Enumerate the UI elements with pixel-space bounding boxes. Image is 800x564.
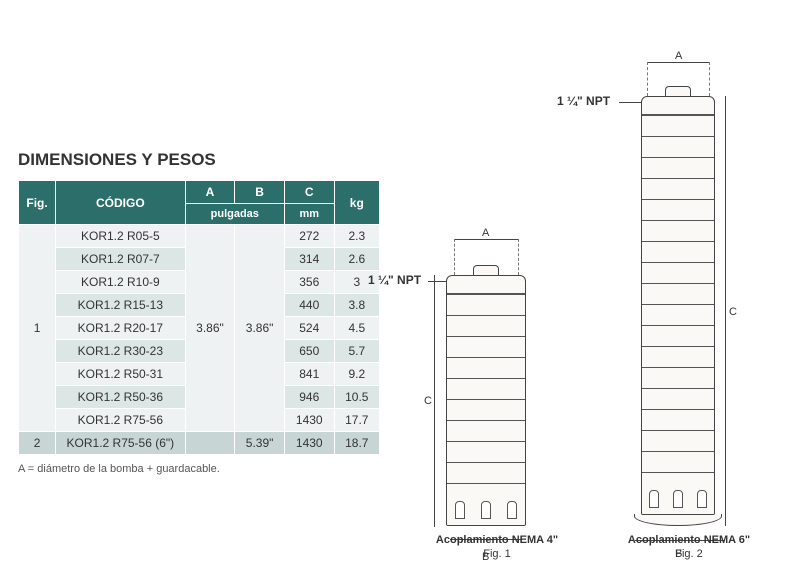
pump-fig-2: 1 ¼" NPT A C B	[641, 96, 715, 526]
cell-fig2: 2	[19, 432, 56, 455]
cell-a	[185, 432, 235, 455]
fig-label: Fig. 1	[422, 548, 572, 560]
th-fig: Fig.	[19, 181, 56, 225]
pump-cap	[473, 265, 499, 275]
dim-line	[725, 96, 726, 526]
table-row: 1 KOR1.2 R05-5 3.86" 3.86" 272 2.3	[19, 225, 380, 248]
dim-line	[454, 239, 518, 240]
footnote: A = diámetro de la bomba + guardacable.	[18, 463, 418, 475]
caption-1: Acoplamiento NEMA 4" Fig. 1	[422, 534, 572, 560]
cell-fig1: 1	[19, 225, 56, 432]
pump-body	[641, 96, 715, 515]
cell-code: KOR1.2 R30-23	[56, 340, 186, 363]
cell-code: KOR1.2 R50-31	[56, 363, 186, 386]
cell-c: 841	[284, 363, 334, 386]
dim-c: C	[424, 395, 432, 407]
cell-kg: 3.8	[334, 294, 379, 317]
dim-a: A	[482, 227, 489, 239]
cell-kg: 17.7	[334, 409, 379, 432]
pump-fig-1: 1 ¼" NPT A C B	[446, 275, 526, 526]
table-row: 2 KOR1.2 R75-56 (6") 5.39" 1430 18.7	[19, 432, 380, 455]
cell-kg: 2.3	[334, 225, 379, 248]
pump-body	[446, 275, 526, 526]
dim-line	[434, 275, 435, 527]
th-b: B	[235, 181, 285, 204]
cell-c: 440	[284, 294, 334, 317]
cell-c: 1430	[284, 409, 334, 432]
fig-label: Fig. 2	[614, 548, 764, 560]
cell-code: KOR1.2 R10-9	[56, 271, 186, 294]
cell-kg: 4.5	[334, 317, 379, 340]
left-panel: DIMENSIONES Y PESOS Fig. CÓDIGO A B C kg…	[18, 150, 418, 475]
cell-c: 946	[284, 386, 334, 409]
pump-cap	[665, 86, 691, 96]
diagrams: 1 ¼" NPT A C B Acoplamiento NEMA 4	[426, 6, 786, 556]
th-c: C	[284, 181, 334, 204]
cell-c: 1430	[284, 432, 334, 455]
cell-code: KOR1.2 R05-5	[56, 225, 186, 248]
caption-text: Acoplamiento NEMA 6"	[628, 534, 750, 546]
dim-line	[647, 62, 709, 63]
npt-label-2: 1 ¼" NPT	[557, 94, 610, 108]
flange	[634, 514, 723, 526]
cell-a: 3.86"	[185, 225, 235, 432]
cell-code: KOR1.2 R50-36	[56, 386, 186, 409]
cell-code: KOR1.2 R75-56	[56, 409, 186, 432]
dim-c: C	[729, 306, 737, 318]
th-mm: mm	[284, 204, 334, 225]
th-kg: kg	[334, 181, 379, 225]
section-title: DIMENSIONES Y PESOS	[18, 150, 418, 170]
cell-kg: 18.7	[334, 432, 379, 455]
th-a: A	[185, 181, 235, 204]
dim-line	[454, 239, 455, 275]
cell-kg: 10.5	[334, 386, 379, 409]
caption-2: Acoplamiento NEMA 6" Fig. 2	[614, 534, 764, 560]
cell-code: KOR1.2 R15-13	[56, 294, 186, 317]
cell-c: 356	[284, 271, 334, 294]
cell-c: 524	[284, 317, 334, 340]
th-codigo: CÓDIGO	[56, 181, 186, 225]
npt-label-1: 1 ¼" NPT	[368, 273, 421, 287]
cell-code: KOR1.2 R07-7	[56, 248, 186, 271]
cell-b: 5.39"	[235, 432, 285, 455]
dim-line	[709, 62, 710, 96]
dim-a: A	[675, 50, 682, 62]
cell-c: 314	[284, 248, 334, 271]
cell-kg: 9.2	[334, 363, 379, 386]
cell-code: KOR1.2 R20-17	[56, 317, 186, 340]
cell-kg: 5.7	[334, 340, 379, 363]
cell-code: KOR1.2 R75-56 (6")	[56, 432, 186, 455]
caption-text: Acoplamiento NEMA 4"	[436, 534, 558, 546]
cell-kg: 2.6	[334, 248, 379, 271]
cell-b: 3.86"	[235, 225, 285, 432]
page: DIMENSIONES Y PESOS Fig. CÓDIGO A B C kg…	[0, 0, 800, 564]
cell-c: 272	[284, 225, 334, 248]
dim-line	[647, 62, 648, 96]
dim-line	[518, 239, 519, 275]
cell-c: 650	[284, 340, 334, 363]
th-pulgadas: pulgadas	[185, 204, 284, 225]
dimensions-table: Fig. CÓDIGO A B C kg pulgadas mm 1 KOR1.…	[18, 180, 380, 455]
